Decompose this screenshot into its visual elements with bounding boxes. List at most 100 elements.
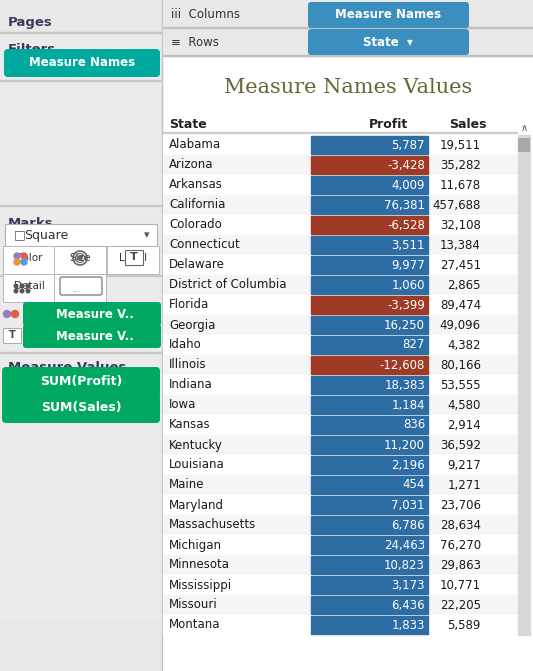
Bar xyxy=(163,455,517,475)
Text: 5,589: 5,589 xyxy=(448,619,481,631)
Text: 9,977: 9,977 xyxy=(391,258,425,272)
Circle shape xyxy=(20,289,24,293)
Text: Colorado: Colorado xyxy=(169,219,222,231)
Text: 6,436: 6,436 xyxy=(391,599,425,611)
Text: -6,528: -6,528 xyxy=(387,219,425,231)
Text: Idaho: Idaho xyxy=(169,338,202,352)
Text: Measure V..: Measure V.. xyxy=(56,307,134,321)
Bar xyxy=(163,215,517,235)
Bar xyxy=(163,175,517,195)
Text: 836: 836 xyxy=(403,419,425,431)
Bar xyxy=(163,132,517,133)
Bar xyxy=(163,55,533,56)
Bar xyxy=(163,295,517,315)
Text: 1,184: 1,184 xyxy=(391,399,425,411)
FancyBboxPatch shape xyxy=(54,274,106,302)
Text: 4,382: 4,382 xyxy=(448,338,481,352)
Bar xyxy=(163,475,517,495)
Text: 4,580: 4,580 xyxy=(448,399,481,411)
Text: 18,383: 18,383 xyxy=(384,378,425,391)
Circle shape xyxy=(14,289,18,293)
Text: 27,451: 27,451 xyxy=(440,258,481,272)
Bar xyxy=(163,555,517,575)
FancyBboxPatch shape xyxy=(125,250,143,265)
Text: Arkansas: Arkansas xyxy=(169,178,223,191)
FancyBboxPatch shape xyxy=(3,328,21,343)
Bar xyxy=(311,296,428,314)
Text: 827: 827 xyxy=(402,338,425,352)
Circle shape xyxy=(26,285,30,288)
Text: 2,865: 2,865 xyxy=(448,278,481,291)
Circle shape xyxy=(78,256,82,260)
Text: Maine: Maine xyxy=(169,478,205,491)
Text: 28,634: 28,634 xyxy=(440,519,481,531)
Bar xyxy=(311,536,428,554)
Bar xyxy=(0,33,162,81)
Bar xyxy=(518,135,530,635)
Text: 7,031: 7,031 xyxy=(392,499,425,511)
Bar xyxy=(163,495,517,515)
Text: Measure Values: Measure Values xyxy=(8,361,126,374)
Circle shape xyxy=(12,311,19,317)
Text: Color: Color xyxy=(15,253,43,263)
Bar xyxy=(163,315,517,335)
Text: -3,428: -3,428 xyxy=(387,158,425,172)
Text: T: T xyxy=(9,331,15,340)
Bar xyxy=(163,195,517,215)
Text: 6,786: 6,786 xyxy=(391,519,425,531)
Bar xyxy=(163,435,517,455)
Bar xyxy=(311,196,428,214)
FancyBboxPatch shape xyxy=(107,246,159,274)
Text: 2,914: 2,914 xyxy=(447,419,481,431)
Bar xyxy=(163,27,533,28)
Circle shape xyxy=(21,253,27,259)
Bar xyxy=(0,81,162,206)
Bar xyxy=(311,336,428,354)
FancyBboxPatch shape xyxy=(518,138,530,152)
Bar xyxy=(311,576,428,594)
Circle shape xyxy=(26,289,30,293)
Text: SUM(Profit): SUM(Profit) xyxy=(40,376,122,389)
FancyBboxPatch shape xyxy=(2,393,160,423)
Text: Sales: Sales xyxy=(449,118,487,131)
Bar xyxy=(0,32,162,33)
Circle shape xyxy=(20,285,24,288)
Text: 2,196: 2,196 xyxy=(391,458,425,472)
Bar xyxy=(311,596,428,614)
Text: District of Columbia: District of Columbia xyxy=(169,278,287,291)
Text: 19,511: 19,511 xyxy=(440,138,481,152)
Bar xyxy=(311,316,428,334)
Bar xyxy=(311,216,428,234)
Text: 454: 454 xyxy=(402,478,425,491)
Text: Filters: Filters xyxy=(8,43,56,56)
Bar xyxy=(311,376,428,394)
Text: T: T xyxy=(130,252,138,262)
Text: 13,384: 13,384 xyxy=(440,238,481,252)
Text: Arizona: Arizona xyxy=(169,158,214,172)
Bar xyxy=(311,516,428,534)
Text: Measure Names: Measure Names xyxy=(335,9,441,21)
Bar xyxy=(311,416,428,434)
Text: Square: Square xyxy=(24,229,68,242)
FancyBboxPatch shape xyxy=(23,302,161,326)
Bar xyxy=(163,355,517,375)
Text: □: □ xyxy=(14,229,26,242)
Text: Label: Label xyxy=(119,253,147,263)
Text: Measure Names: Measure Names xyxy=(29,56,135,70)
Text: Minnesota: Minnesota xyxy=(169,558,230,572)
Bar xyxy=(311,356,428,374)
Bar xyxy=(0,206,162,456)
Text: 4,009: 4,009 xyxy=(392,178,425,191)
Bar xyxy=(0,456,162,621)
Text: California: California xyxy=(169,199,225,211)
Text: 5,787: 5,787 xyxy=(392,138,425,152)
Text: 11,678: 11,678 xyxy=(440,178,481,191)
Text: 16,250: 16,250 xyxy=(384,319,425,331)
Text: 9,217: 9,217 xyxy=(447,458,481,472)
Text: Indiana: Indiana xyxy=(169,378,213,391)
FancyBboxPatch shape xyxy=(3,274,55,302)
Bar xyxy=(163,515,517,535)
Text: Tooltip: Tooltip xyxy=(63,281,97,291)
Bar xyxy=(311,276,428,294)
Text: Alabama: Alabama xyxy=(169,138,221,152)
